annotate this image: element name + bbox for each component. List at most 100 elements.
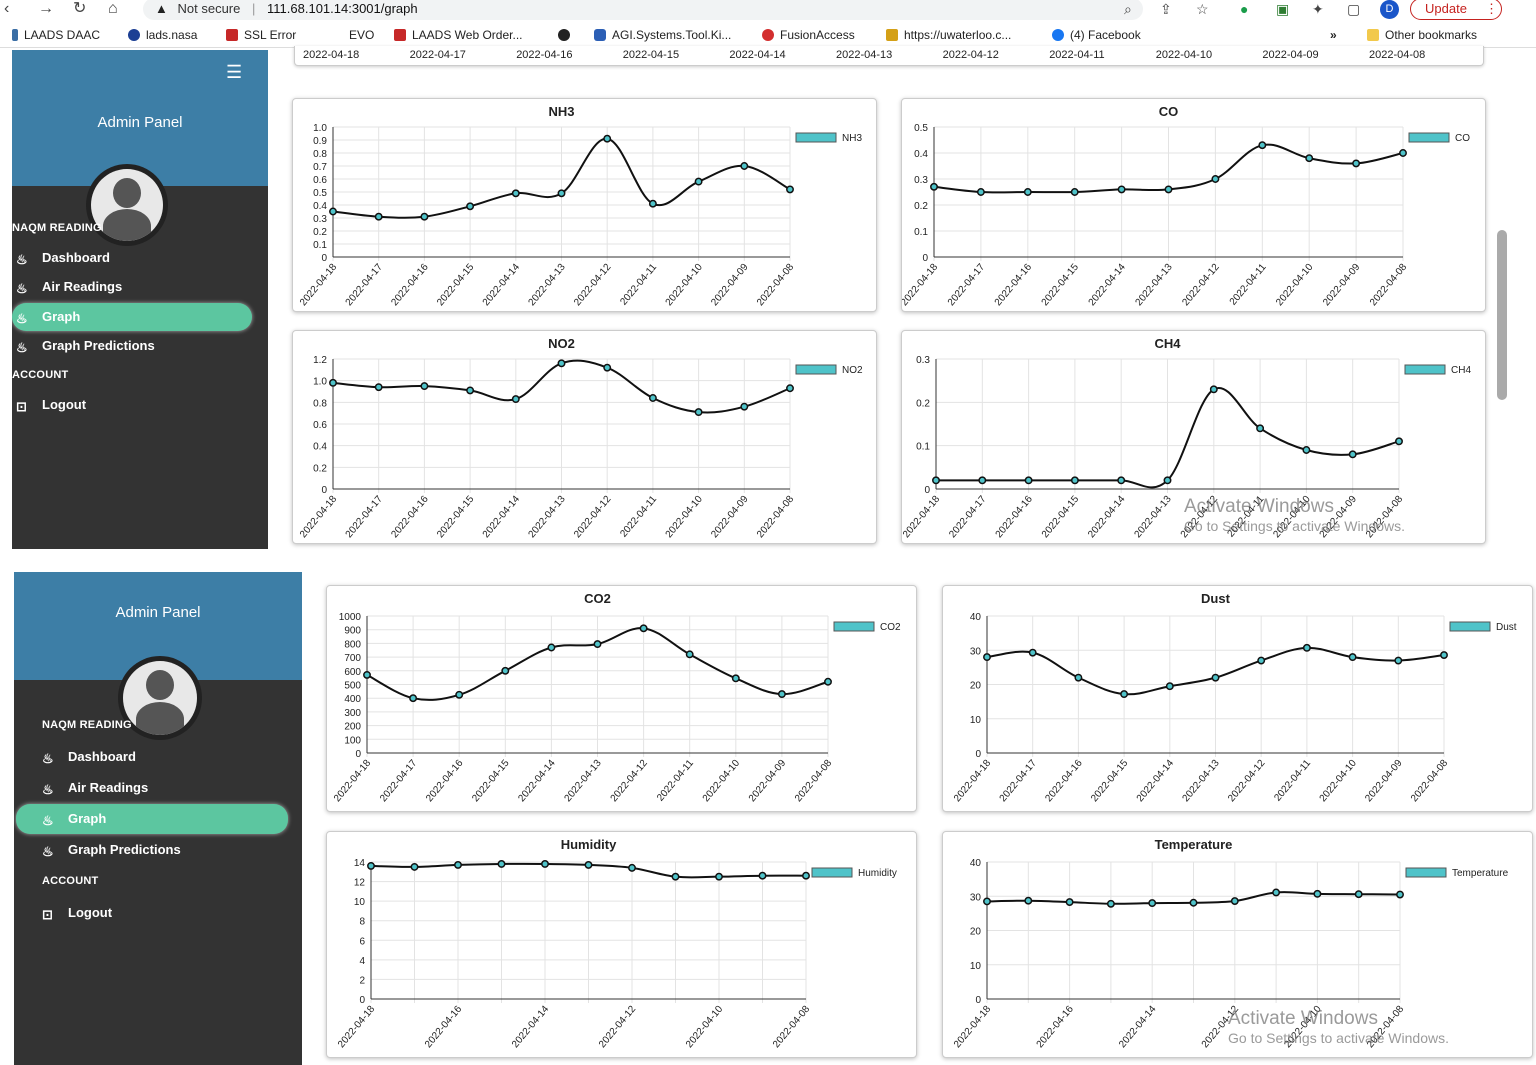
data-point[interactable] [329,378,337,387]
data-point[interactable] [1256,424,1265,433]
data-point[interactable] [1313,889,1322,898]
scrollbar-thumb[interactable] [1497,230,1507,400]
data-point[interactable] [786,185,794,194]
data-point[interactable] [1120,690,1129,699]
data-point[interactable] [557,359,566,368]
data-point[interactable] [1163,476,1172,485]
data-point[interactable] [983,653,991,662]
data-point[interactable] [639,624,648,633]
share-icon[interactable]: ⇪ [1160,1,1172,17]
sidebar-item-logout[interactable]: ⊡ Logout [42,905,112,922]
data-point[interactable] [1164,185,1173,194]
back-icon[interactable]: ‹ [4,0,10,17]
data-point[interactable] [715,872,723,881]
sidebar-item-dashboard[interactable]: ♨ Dashboard [42,749,136,766]
data-point[interactable] [511,189,520,198]
legend-swatch[interactable] [795,132,837,143]
data-point[interactable] [1117,476,1126,485]
data-point[interactable] [420,212,429,221]
data-point[interactable] [628,863,636,872]
data-point[interactable] [1211,175,1220,183]
data-point[interactable] [363,670,371,679]
data-point[interactable] [671,872,680,881]
data-point[interactable] [1070,476,1079,485]
data-point[interactable] [1348,653,1357,662]
data-point[interactable] [455,690,464,699]
data-point[interactable] [584,860,593,869]
data-point[interactable] [374,212,383,221]
data-point[interactable] [1070,188,1079,196]
data-point[interactable] [758,871,767,880]
data-point[interactable] [1352,159,1361,168]
data-point[interactable] [547,643,556,652]
data-point[interactable] [1394,656,1403,665]
data-point[interactable] [1074,673,1083,682]
data-point[interactable] [1395,437,1403,446]
data-point[interactable] [685,650,694,659]
data-point[interactable] [740,402,749,411]
legend-swatch[interactable] [833,621,875,632]
puzzle-icon[interactable]: ✦ [1312,1,1324,17]
forward-arrow-icon[interactable]: → [38,0,54,17]
hamburger-icon[interactable]: ☰ [226,62,243,82]
bookmark-fusionaccess[interactable]: FusionAccess [762,28,855,42]
legend-swatch[interactable] [795,364,837,375]
star-icon[interactable]: ☆ [1196,1,1209,17]
data-point[interactable] [1211,673,1220,682]
data-point[interactable] [978,476,987,485]
zoom-icon[interactable]: ⌕ [1124,1,1132,17]
data-point[interactable] [648,394,657,402]
data-point[interactable] [1302,643,1311,652]
more-bookmarks-icon[interactable]: » [1330,28,1337,42]
data-point[interactable] [329,207,337,216]
data-point[interactable] [1165,682,1174,691]
legend-swatch[interactable] [811,867,853,878]
data-point[interactable] [1106,899,1115,908]
data-point[interactable] [593,640,602,649]
data-point[interactable] [976,188,985,196]
update-button[interactable]: Update ⋮ [1410,0,1502,20]
data-point[interactable] [1354,890,1363,899]
data-point[interactable] [1023,188,1032,196]
data-point[interactable] [1302,446,1311,454]
data-point[interactable] [1399,149,1407,157]
data-point[interactable] [1257,656,1266,665]
bookmark-laads-web-order[interactable]: LAADS Web Order... [394,28,523,42]
data-point[interactable] [740,162,749,170]
extension-grammarly-icon[interactable]: ● [1240,1,1249,17]
data-point[interactable] [1440,651,1448,659]
bookmark-evo[interactable]: EVO [349,28,374,42]
data-point[interactable] [694,408,703,417]
data-point[interactable] [1148,899,1157,908]
legend-swatch[interactable] [1405,867,1447,878]
data-point[interactable] [1024,476,1033,485]
sidebar-item-logout[interactable]: ⊡ Logout [16,397,86,414]
data-point[interactable] [1065,898,1074,907]
data-point[interactable] [1024,896,1033,905]
kebab-menu-icon[interactable]: ⋮ [1485,1,1498,16]
sidebar-item-air-readings[interactable]: ♨ Air Readings [42,780,148,797]
data-point[interactable] [420,382,429,391]
bookmark-lads-nasa[interactable]: lads.nasa [128,28,197,42]
data-point[interactable] [466,386,475,395]
data-point[interactable] [541,860,549,868]
data-point[interactable] [1230,897,1239,905]
data-point[interactable] [1272,888,1281,897]
profile-avatar[interactable]: D [1380,0,1399,19]
address-bar[interactable]: ▲ Not secure | 111.68.101.14:3001/graph [143,0,1143,20]
legend-swatch[interactable] [1404,364,1446,375]
sidebar-item-air-readings[interactable]: ♨ Air Readings [16,279,122,296]
bookmark-ssl-error[interactable]: SSL Error [226,28,296,42]
data-point[interactable] [1028,648,1037,657]
sidebar-item-graph[interactable]: ♨ Graph [42,811,106,828]
data-point[interactable] [367,861,375,870]
data-point[interactable] [497,860,506,868]
data-point[interactable] [1258,141,1267,150]
data-point[interactable] [786,384,794,393]
data-point[interactable] [410,862,419,871]
reload-icon[interactable]: ↻ [73,0,87,17]
data-point[interactable] [731,674,740,683]
data-point[interactable] [1396,890,1404,899]
data-point[interactable] [603,134,612,143]
bookmark-other[interactable]: Other bookmarks [1367,28,1477,42]
